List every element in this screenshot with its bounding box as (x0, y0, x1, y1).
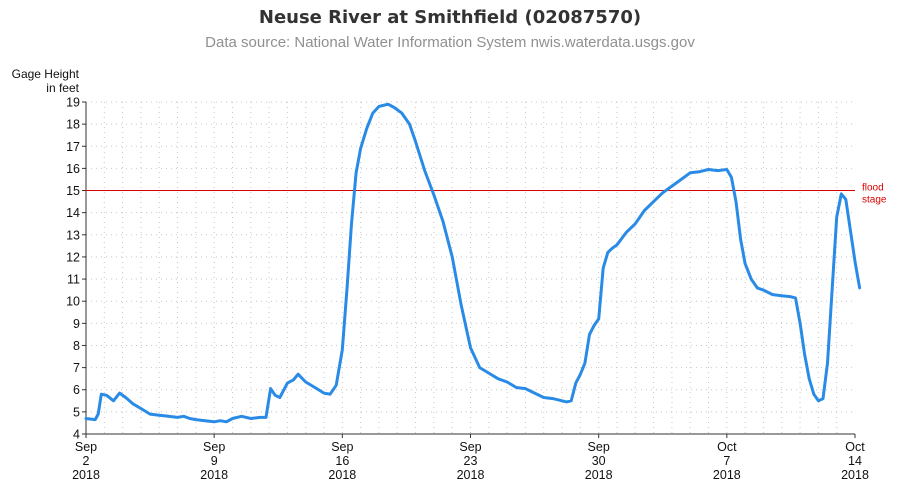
y-tick-label: 18 (66, 118, 80, 132)
y-tick-label: 16 (66, 162, 80, 176)
x-tick-label: 16 (335, 454, 349, 468)
y-tick-label: 8 (73, 339, 80, 353)
y-tick-label: 19 (66, 96, 80, 110)
flood-stage-label: stage (862, 195, 887, 206)
x-tick-label: 2018 (328, 468, 356, 482)
flood-stage-label: flood (862, 183, 884, 194)
y-tick-label: 4 (73, 428, 80, 442)
x-tick-label: 2018 (72, 468, 100, 482)
y-tick-label: 10 (66, 295, 80, 309)
y-tick-label: 11 (67, 273, 80, 287)
grid (86, 101, 855, 435)
x-tick-label: Oct (845, 440, 865, 454)
y-tick-label: 5 (73, 405, 80, 419)
y-tick-label: 7 (73, 361, 80, 375)
x-tick-label: 2 (83, 454, 90, 468)
x-tick-label: Sep (203, 440, 225, 454)
y-tick-label: 15 (66, 184, 80, 198)
y-tick-label: 12 (66, 250, 80, 264)
x-tick-label: Sep (331, 440, 353, 454)
x-tick-label: Sep (459, 440, 481, 454)
chart-subtitle: Data source: National Water Information … (205, 34, 695, 51)
x-tick-label: Sep (75, 440, 97, 454)
x-tick-label: 2018 (200, 468, 228, 482)
x-tick-label: 2018 (585, 468, 613, 482)
axes: 45678910111213141516171819Sep22018Sep920… (66, 96, 869, 483)
x-tick-label: 2018 (457, 468, 485, 482)
x-tick-label: Sep (588, 440, 610, 454)
x-tick-label: Oct (717, 440, 737, 454)
x-tick-label: 9 (211, 454, 218, 468)
x-tick-label: 2018 (841, 468, 869, 482)
x-tick-label: 7 (723, 454, 730, 468)
y-tick-label: 17 (66, 140, 80, 154)
y-tick-label: 9 (73, 317, 80, 331)
x-tick-label: 30 (592, 454, 606, 468)
y-tick-label: 13 (66, 228, 80, 242)
gage-height-line (84, 102, 862, 424)
y-tick-label: 14 (66, 206, 80, 220)
y-tick-label: 6 (73, 383, 80, 397)
x-tick-label: 2018 (713, 468, 741, 482)
series (84, 102, 862, 424)
x-tick-label: 14 (848, 454, 862, 468)
y-axis-label-line: Gage Height (12, 67, 80, 81)
y-axis-label-line: in feet (46, 81, 79, 95)
chart-title: Neuse River at Smithfield (02087570) (258, 7, 642, 28)
x-tick-label: 23 (464, 454, 478, 468)
